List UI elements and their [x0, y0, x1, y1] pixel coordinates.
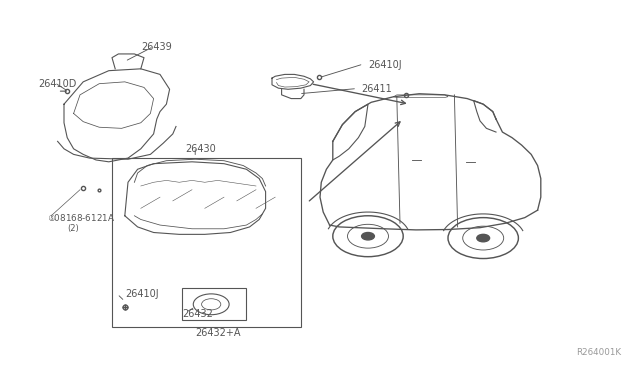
Text: 26432+A: 26432+A [195, 328, 241, 338]
Bar [112, 158, 301, 327]
Text: 26430: 26430 [186, 144, 216, 154]
Circle shape [362, 232, 374, 240]
Text: (2): (2) [67, 224, 79, 233]
Bar [182, 288, 246, 320]
Text: 26410J: 26410J [125, 289, 159, 299]
Text: 26410D: 26410D [38, 79, 77, 89]
Text: 26411: 26411 [362, 84, 392, 94]
Text: 26432: 26432 [182, 310, 213, 319]
Circle shape [477, 234, 490, 242]
Text: 26410J: 26410J [368, 60, 402, 70]
Text: R264001K: R264001K [575, 348, 621, 357]
Text: $\circledS$08168-6121A: $\circledS$08168-6121A [48, 212, 115, 223]
Text: 26439: 26439 [141, 42, 172, 51]
